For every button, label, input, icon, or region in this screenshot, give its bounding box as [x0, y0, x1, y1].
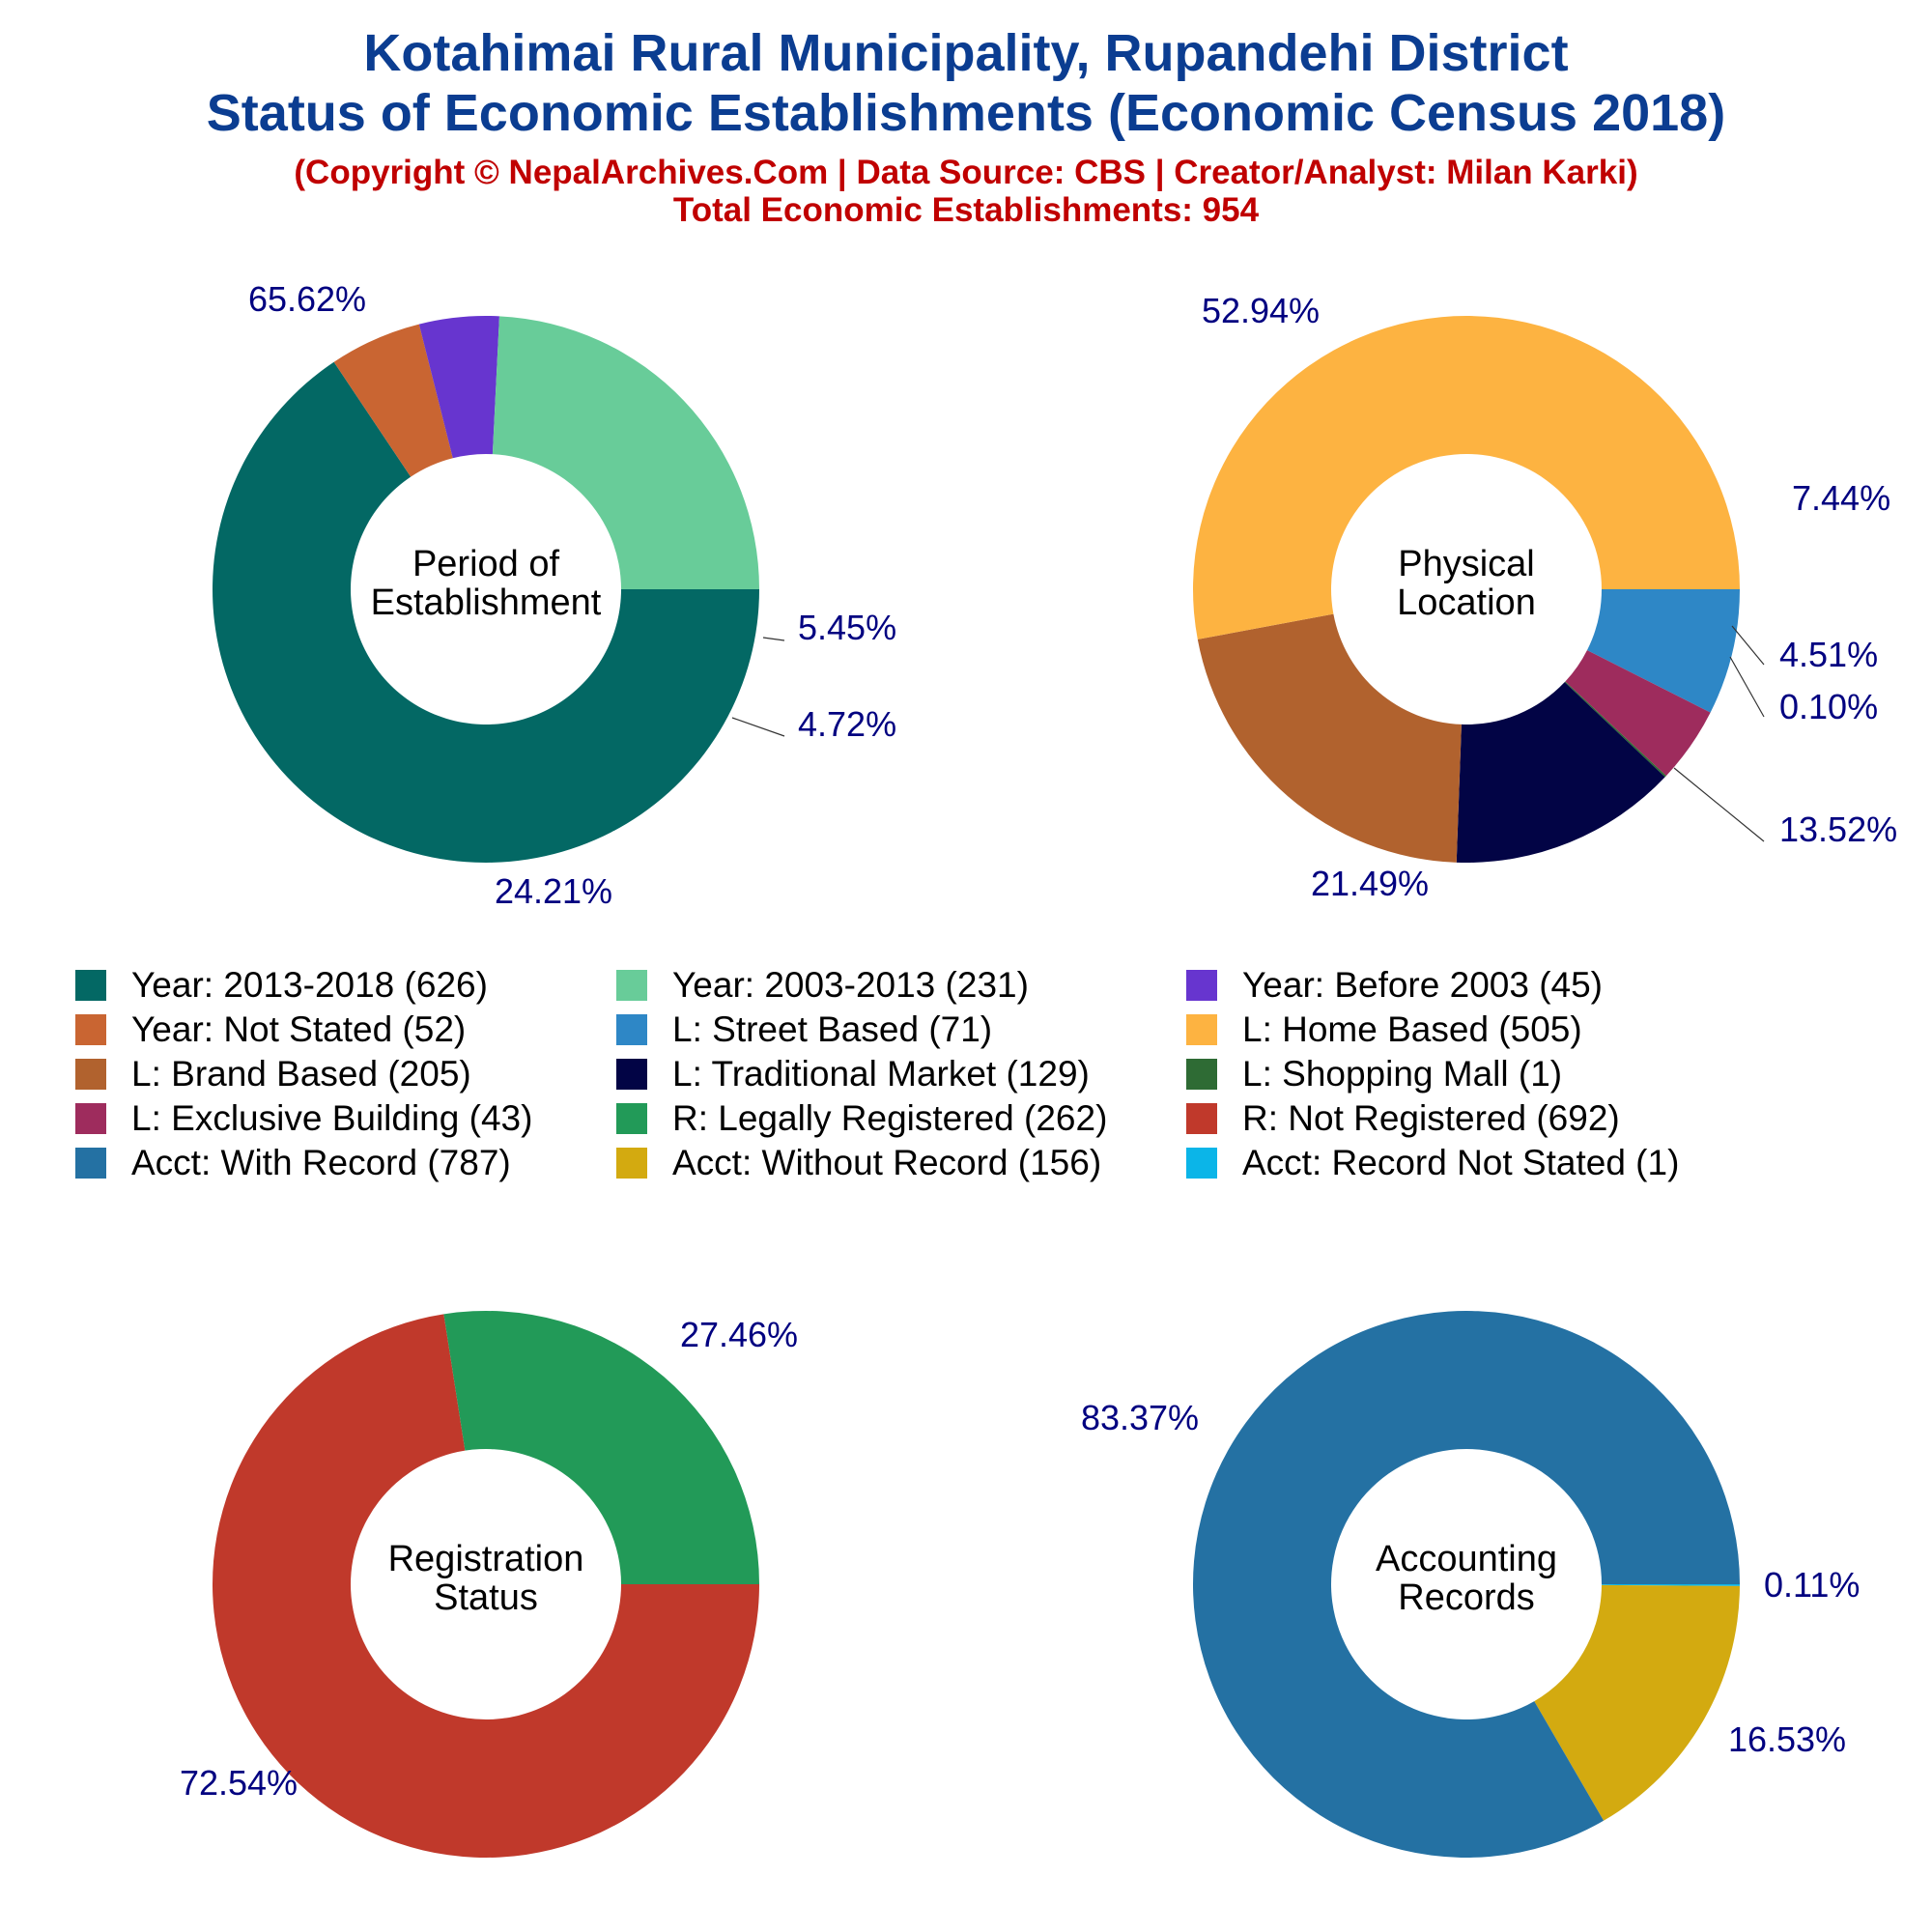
donut-chart-1: 65.62% 5.45% 4.72% 24.21% Period ofEstablish…	[213, 279, 896, 911]
percent-label: 83.37%	[1081, 1398, 1199, 1437]
donut-slice	[333, 324, 453, 477]
legend-item: L: Brand Based (205)	[75, 1054, 471, 1094]
total-establishments: Total Economic Establishments: 954	[672, 191, 1260, 229]
donut-slice	[1193, 316, 1740, 639]
percent-label: 0.11%	[1764, 1565, 1860, 1605]
legend-label: Year: Before 2003 (45)	[1242, 965, 1603, 1005]
chart-title: Kotahimai Rural Municipality, Rupandehi …	[363, 24, 1569, 82]
percent-label: 27.46%	[680, 1315, 798, 1354]
legend-item: R: Legally Registered (262)	[616, 1098, 1108, 1138]
legend-item: Year: Before 2003 (45)	[1186, 965, 1603, 1005]
leader-line	[1729, 656, 1765, 718]
legend-swatch	[616, 1103, 647, 1134]
legend-label: R: Not Registered (692)	[1242, 1098, 1620, 1138]
donut-slice	[1197, 613, 1462, 863]
legend-label: Year: Not Stated (52)	[131, 1009, 467, 1049]
percent-label: 65.62%	[248, 279, 366, 319]
legend-swatch	[1186, 1014, 1217, 1045]
leader-line	[762, 637, 785, 641]
donut-slice	[1601, 1584, 1740, 1586]
legend-item: Acct: Record Not Stated (1)	[1186, 1143, 1680, 1182]
center-label: Status	[434, 1577, 538, 1618]
legend-swatch	[616, 1148, 647, 1179]
legend-item: L: Exclusive Building (43)	[75, 1098, 533, 1138]
legend-item: L: Shopping Mall (1)	[1186, 1054, 1563, 1094]
center-label: Records	[1398, 1577, 1535, 1618]
center-label: Registration	[388, 1539, 584, 1579]
legend-swatch	[75, 1059, 106, 1090]
donut-slice	[1534, 1584, 1740, 1821]
donut-slice	[1193, 1311, 1740, 1858]
donut-slice	[1586, 589, 1740, 713]
percent-label: 7.44%	[1792, 478, 1890, 518]
donut-slice	[213, 361, 759, 863]
percent-label: 72.54%	[180, 1763, 298, 1803]
legend-label: Acct: Record Not Stated (1)	[1242, 1143, 1680, 1182]
center-label: Location	[1397, 582, 1536, 623]
percent-label: 13.52%	[1779, 810, 1897, 849]
percent-label: 4.72%	[798, 704, 896, 744]
legend-label: L: Traditional Market (129)	[672, 1054, 1090, 1094]
legend-item: L: Traditional Market (129)	[616, 1054, 1090, 1094]
legend-item: Acct: Without Record (156)	[616, 1143, 1102, 1182]
legend-item: L: Home Based (505)	[1186, 1009, 1582, 1049]
donut-slice	[1565, 650, 1711, 777]
legend-item: L: Street Based (71)	[616, 1009, 993, 1049]
leader-line	[1673, 767, 1765, 842]
legend-item: R: Not Registered (692)	[1186, 1098, 1620, 1138]
donut-slice	[443, 1311, 759, 1584]
legend-label: Acct: With Record (787)	[131, 1143, 511, 1182]
leader-line	[1731, 625, 1765, 666]
legend-swatch	[1186, 1148, 1217, 1179]
legend-swatch	[616, 1059, 647, 1090]
legend-label: Year: 2013-2018 (626)	[131, 965, 488, 1005]
legend-label: L: Shopping Mall (1)	[1242, 1054, 1563, 1094]
legend-swatch	[1186, 1059, 1217, 1090]
legend-label: L: Home Based (505)	[1242, 1009, 1582, 1049]
legend-swatch	[75, 1103, 106, 1134]
chart-subtitle: Status of Economic Establishments (Econo…	[206, 84, 1726, 142]
legend-label: L: Exclusive Building (43)	[131, 1098, 533, 1138]
legend-item: Year: Not Stated (52)	[75, 1009, 467, 1049]
percent-label: 0.10%	[1779, 687, 1878, 726]
center-label: Establishment	[371, 582, 602, 623]
legend-swatch	[75, 970, 106, 1001]
percent-label: 24.21%	[495, 871, 612, 911]
donut-slice	[418, 316, 499, 459]
donut-slice	[1456, 682, 1665, 864]
percent-label: 16.53%	[1728, 1719, 1846, 1759]
copyright-note: (Copyright © NepalArchives.Com | Data So…	[294, 154, 1638, 191]
center-label: Accounting	[1376, 1539, 1557, 1579]
percent-label: 4.51%	[1779, 635, 1878, 674]
legend-swatch	[75, 1014, 106, 1045]
legend-swatch	[616, 970, 647, 1001]
leader-line	[731, 717, 785, 737]
donut-chart-2: 7.44% 4.51% 0.10% 13.52% 21.49% 52.94% Physica…	[1193, 291, 1897, 903]
legend-swatch	[1186, 970, 1217, 1001]
legend-label: Acct: Without Record (156)	[672, 1143, 1102, 1182]
percent-label: 21.49%	[1311, 864, 1429, 903]
legend-swatch	[75, 1148, 106, 1179]
legend-label: Year: 2003-2013 (231)	[672, 965, 1029, 1005]
legend-label: R: Legally Registered (262)	[672, 1098, 1108, 1138]
legend-label: L: Brand Based (205)	[131, 1054, 471, 1094]
legend-label: L: Street Based (71)	[672, 1009, 993, 1049]
center-label: Period of	[412, 544, 560, 584]
donut-slice	[492, 316, 759, 589]
center-label: Physical	[1398, 544, 1535, 584]
donut-slice	[213, 1314, 760, 1859]
legend-swatch	[616, 1014, 647, 1045]
legend-item: Year: 2003-2013 (231)	[616, 965, 1029, 1005]
legend-item: Acct: With Record (787)	[75, 1143, 511, 1182]
percent-label: 5.45%	[798, 608, 896, 647]
legend-item: Year: 2013-2018 (626)	[75, 965, 488, 1005]
legend-swatch	[1186, 1103, 1217, 1134]
percent-label: 52.94%	[1202, 291, 1320, 330]
donut-slice	[1564, 681, 1666, 778]
